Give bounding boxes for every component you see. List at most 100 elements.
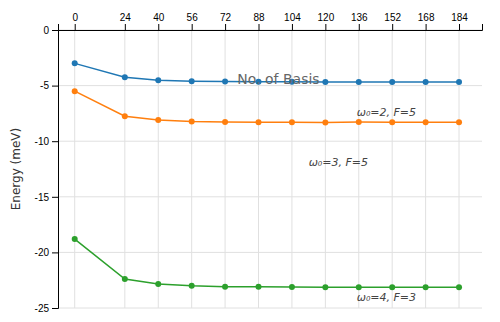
tick-mark <box>359 24 360 30</box>
tick-label: -10 <box>35 136 50 147</box>
tick-label: 184 <box>451 12 468 23</box>
tick-label: 88 <box>253 12 265 23</box>
axis-line <box>52 31 59 309</box>
tick-label: -15 <box>35 192 50 203</box>
grid-line <box>392 30 393 308</box>
point <box>155 117 161 123</box>
tick-label: 136 <box>351 12 368 23</box>
annotation: ω₀=4, F=3 <box>357 291 416 304</box>
point <box>256 284 262 290</box>
tick-label: -25 <box>35 303 50 314</box>
tick-mark <box>52 197 58 198</box>
point <box>423 79 429 85</box>
tick: 88 <box>253 12 265 30</box>
tick: 152 <box>384 12 401 30</box>
marks <box>72 60 462 290</box>
point <box>155 281 161 287</box>
y-axis: 0 -5 -10 -15 -20 -25 <box>35 25 59 314</box>
point <box>389 79 395 85</box>
tick: -5 <box>40 80 58 91</box>
axis-title: No. of Basis <box>237 71 319 87</box>
tick: 56 <box>187 12 199 30</box>
tick: 184 <box>451 12 468 30</box>
point <box>122 276 128 282</box>
annotation: ω₀=3, F=5 <box>309 156 368 169</box>
chart: 0 24 40 56 72 88 104 120 136 152 168 184 0 -5 -10 -15 -2… <box>0 0 500 322</box>
point <box>423 119 429 125</box>
point <box>456 284 462 290</box>
tick-label: -20 <box>35 247 50 258</box>
tick-label: 40 <box>153 12 165 23</box>
grid-line <box>124 30 125 308</box>
tick-mark <box>426 24 427 30</box>
tick-mark <box>459 24 460 30</box>
point <box>155 77 161 83</box>
point <box>122 113 128 119</box>
tick-mark <box>225 24 226 30</box>
tick-mark <box>75 24 76 30</box>
tick: 104 <box>284 12 301 30</box>
point <box>72 60 78 66</box>
point <box>222 78 228 84</box>
tick-mark <box>52 30 58 31</box>
tick-mark <box>125 24 126 30</box>
point <box>389 119 395 125</box>
grid-line <box>58 196 482 197</box>
point <box>456 119 462 125</box>
tick-mark <box>259 24 260 30</box>
point <box>389 284 395 290</box>
grid-line <box>58 308 482 309</box>
tick: 120 <box>318 12 335 30</box>
point <box>289 284 295 290</box>
tick-label: 168 <box>418 12 435 23</box>
point <box>289 119 295 125</box>
point <box>122 74 128 80</box>
point <box>256 119 262 125</box>
tick-label: 24 <box>120 12 132 23</box>
tick-label: 0 <box>43 25 49 36</box>
point <box>72 88 78 94</box>
tick: -10 <box>35 136 58 147</box>
tick: -15 <box>35 192 58 203</box>
point <box>189 118 195 124</box>
tick: 136 <box>351 12 368 30</box>
line <box>75 239 459 287</box>
tick-mark <box>52 252 58 253</box>
x-axis: 0 24 40 56 72 88 104 120 136 152 168 184 <box>59 12 483 31</box>
point <box>189 283 195 289</box>
tick-mark <box>52 308 58 309</box>
point <box>72 236 78 242</box>
tick-mark <box>325 24 326 30</box>
tick: -20 <box>35 247 58 258</box>
tick-label: 120 <box>318 12 335 23</box>
axis-title: Energy (meV) <box>9 128 23 210</box>
point <box>356 284 362 290</box>
point <box>356 119 362 125</box>
tick-label: 72 <box>220 12 232 23</box>
tick-mark <box>158 24 159 30</box>
tick-mark <box>192 24 193 30</box>
grid-line <box>158 30 159 308</box>
tick: 0 <box>72 12 78 30</box>
point <box>423 284 429 290</box>
tick-label: 152 <box>384 12 401 23</box>
point <box>189 78 195 84</box>
annotation: ω₀=2, F=5 <box>357 106 416 119</box>
tick: 72 <box>220 12 232 30</box>
tick-mark <box>52 86 58 87</box>
tick-label: 104 <box>284 12 301 23</box>
point <box>222 119 228 125</box>
grid-line <box>74 30 75 308</box>
tick: 0 <box>43 25 58 36</box>
grid-line <box>58 252 482 253</box>
axis-line <box>59 24 483 31</box>
tick-label: 56 <box>187 12 199 23</box>
tick: 40 <box>153 12 165 30</box>
tick: -25 <box>35 303 58 314</box>
line <box>75 91 459 122</box>
grid-line <box>425 30 426 308</box>
tick: 168 <box>418 12 435 30</box>
grid-line <box>191 30 192 308</box>
grid-line <box>225 30 226 308</box>
point <box>322 119 328 125</box>
